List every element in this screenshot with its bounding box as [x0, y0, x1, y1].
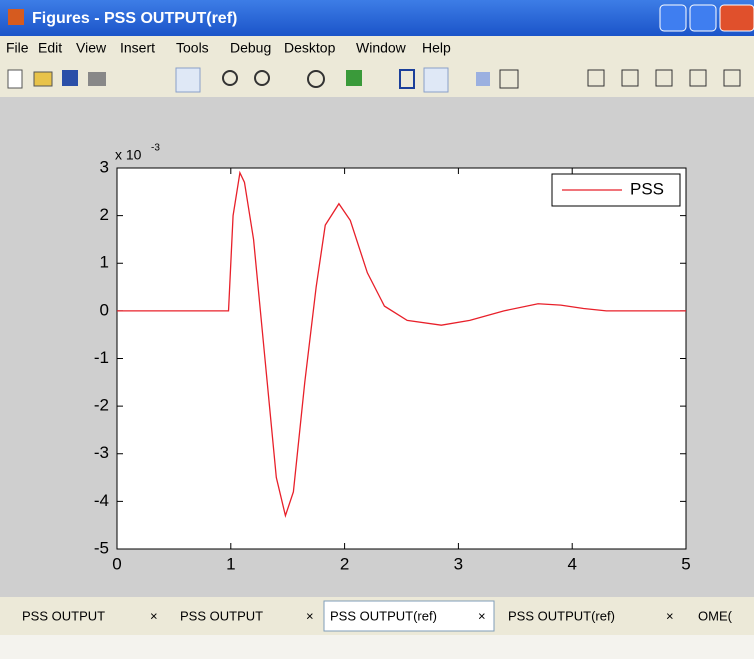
- x-tick-label: 2: [340, 554, 349, 573]
- close-button[interactable]: [720, 5, 754, 31]
- screen: Figures - PSS OUTPUT(ref) File Edit View In…: [0, 0, 754, 659]
- chart: 0 1 2 3 4 5 -5 -4 -3 -2 -1 0 1 2 3 x 10 -3 PSS: [94, 143, 691, 574]
- y-tick-label: -2: [94, 396, 109, 415]
- tab-label[interactable]: PSS OUTPUT: [22, 608, 105, 623]
- maximize-button[interactable]: [690, 5, 716, 31]
- y-tick-label: -3: [94, 443, 109, 462]
- tab-label[interactable]: PSS OUTPUT: [180, 608, 263, 623]
- menu-item[interactable]: Insert: [120, 40, 155, 56]
- menu-item[interactable]: Debug: [230, 40, 271, 56]
- tab-label[interactable]: PSS OUTPUT(ref): [508, 608, 615, 623]
- y-tick-label: -5: [94, 538, 109, 557]
- window-title: Figures - PSS OUTPUT(ref): [32, 10, 237, 27]
- y-tick-label: 1: [100, 253, 109, 272]
- menu-item[interactable]: View: [76, 40, 107, 56]
- status-area: [0, 635, 754, 659]
- minimize-button[interactable]: [660, 5, 686, 31]
- menu-item[interactable]: Tools: [176, 40, 209, 56]
- menu-item[interactable]: Edit: [38, 40, 62, 56]
- x-tick-label: 3: [454, 554, 463, 573]
- menu-item[interactable]: Help: [422, 40, 451, 56]
- y-tick-label: -1: [94, 348, 109, 367]
- plot-area: [117, 168, 686, 549]
- tab-label[interactable]: OME(: [698, 608, 733, 623]
- y-tick-label: 0: [100, 300, 109, 319]
- y-tick-label: 3: [100, 157, 109, 176]
- tab-close[interactable]: ×: [306, 608, 314, 623]
- y-multiplier-base: x 10: [115, 147, 142, 163]
- x-tick-label: 1: [226, 554, 235, 573]
- toolbar: [0, 62, 754, 96]
- tab-label[interactable]: PSS OUTPUT(ref): [330, 608, 437, 623]
- x-tick-label: 0: [112, 554, 121, 573]
- x-tick-label: 5: [681, 554, 690, 573]
- tab-close[interactable]: ×: [150, 608, 158, 623]
- menu-item[interactable]: Window: [356, 40, 407, 56]
- y-tick-label: -4: [94, 491, 109, 510]
- menu-item[interactable]: File: [6, 40, 29, 56]
- menu-item[interactable]: Desktop: [284, 40, 336, 56]
- tab-close[interactable]: ×: [478, 608, 486, 623]
- legend-label: PSS: [630, 179, 664, 198]
- x-tick-label: 4: [567, 554, 576, 573]
- tab-close[interactable]: ×: [666, 608, 674, 623]
- app-icon: [8, 9, 24, 25]
- y-tick-label: 2: [100, 205, 109, 224]
- menu-bar: File Edit View Insert Tools Debug Desktop Windo…: [0, 36, 754, 62]
- y-multiplier-exponent: -3: [151, 143, 160, 154]
